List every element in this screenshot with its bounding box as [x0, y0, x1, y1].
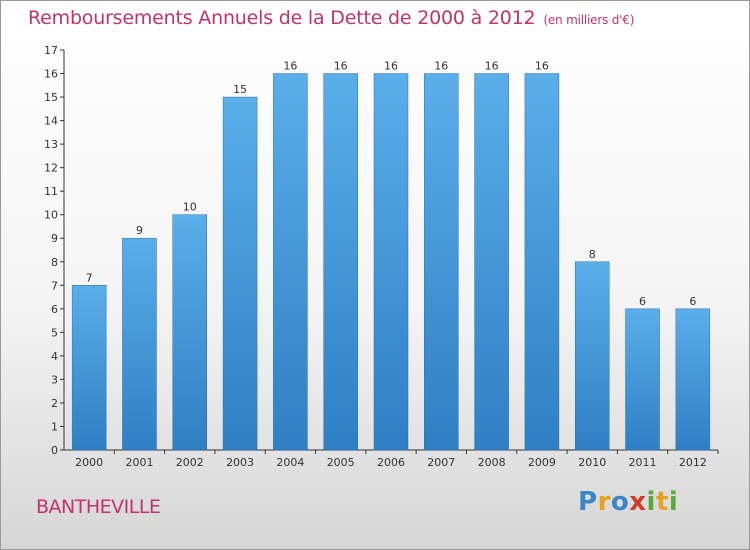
y-tick-label: 7 — [51, 279, 58, 292]
y-tick-label: 15 — [44, 91, 58, 104]
x-tick-label: 2002 — [176, 456, 204, 469]
bar-value-label: 6 — [639, 295, 646, 308]
logo-letter: t — [655, 487, 669, 517]
bar — [222, 96, 258, 451]
bar-value-label: 9 — [136, 224, 143, 237]
bars — [71, 73, 711, 451]
x-tick-label: 2000 — [75, 456, 103, 469]
y-tick-label: 1 — [51, 420, 58, 433]
x-tick-label: 2007 — [427, 456, 455, 469]
logo-letter: P — [578, 487, 598, 517]
logo-letter: o — [610, 487, 630, 517]
bar-value-labels: 7 9 10 15 16 16 16 16 16 16 8 6 6 — [86, 60, 697, 308]
bar — [323, 73, 358, 451]
x-tick-label: 2005 — [327, 456, 355, 469]
x-tick-label: 2006 — [377, 456, 405, 469]
logo-letter: i — [668, 487, 679, 517]
y-tick-label: 4 — [51, 350, 58, 363]
y-tick-label: 10 — [44, 209, 58, 222]
y-tick-label: 6 — [51, 303, 58, 316]
bar-value-label: 16 — [485, 60, 499, 73]
y-tick-label: 3 — [51, 373, 58, 386]
x-tick-label: 2010 — [578, 456, 606, 469]
y-tick-label: 13 — [44, 138, 58, 151]
chart-title: Remboursements Annuels de la Dette de 20… — [28, 7, 634, 29]
bar — [71, 285, 107, 451]
bar — [122, 237, 157, 451]
bar — [172, 214, 208, 451]
y-tick-label: 9 — [51, 232, 58, 245]
chart-unit: (en milliers d'€) — [543, 13, 635, 27]
bar — [273, 73, 308, 451]
bar — [574, 261, 610, 451]
bar-value-label: 6 — [689, 295, 696, 308]
y-tick-label: 11 — [44, 185, 58, 198]
x-tick-label: 2009 — [528, 456, 556, 469]
y-tick-label: 14 — [44, 115, 58, 128]
location-name: BANTHEVILLE — [36, 496, 161, 518]
bar — [675, 308, 711, 451]
bar-value-label: 16 — [384, 60, 398, 73]
bar — [474, 73, 509, 451]
x-tick-label: 2003 — [226, 456, 254, 469]
y-tick-label: 17 — [44, 44, 58, 57]
x-tick-label: 2008 — [478, 456, 506, 469]
y-tick-label: 2 — [51, 397, 58, 410]
x-tick-label: 2004 — [276, 456, 304, 469]
bar-value-label: 10 — [183, 201, 197, 214]
y-tick-label: 16 — [44, 68, 58, 81]
bar — [424, 73, 459, 451]
bar-value-label: 16 — [334, 60, 348, 73]
bar-value-label: 15 — [233, 83, 247, 96]
chart-title-text: Remboursements Annuels de la Dette de 20… — [28, 7, 536, 29]
x-axis: 2000 2001 2002 2003 2004 2005 2006 2007 2008 2009… — [64, 449, 719, 469]
bar-value-label: 16 — [434, 60, 448, 73]
proxiti-logo: Proxiti — [578, 487, 678, 517]
y-tick-label: 5 — [51, 326, 58, 339]
y-tick-label: 12 — [44, 162, 58, 175]
logo-letter: x — [629, 487, 647, 517]
bar — [373, 73, 409, 451]
bar — [625, 308, 660, 451]
y-tick-label: 8 — [51, 256, 58, 269]
x-tick-label: 2012 — [679, 456, 707, 469]
x-tick-label: 2001 — [125, 456, 153, 469]
logo-letter: i — [646, 487, 656, 517]
bar-value-label: 8 — [589, 248, 596, 261]
bar-value-label: 16 — [283, 60, 297, 73]
y-tick-label: 0 — [51, 444, 58, 457]
bar-value-label: 7 — [86, 271, 93, 284]
bar — [524, 73, 560, 451]
bar-value-label: 16 — [535, 60, 549, 73]
logo-letter: r — [597, 487, 611, 517]
x-tick-label: 2011 — [629, 456, 657, 469]
